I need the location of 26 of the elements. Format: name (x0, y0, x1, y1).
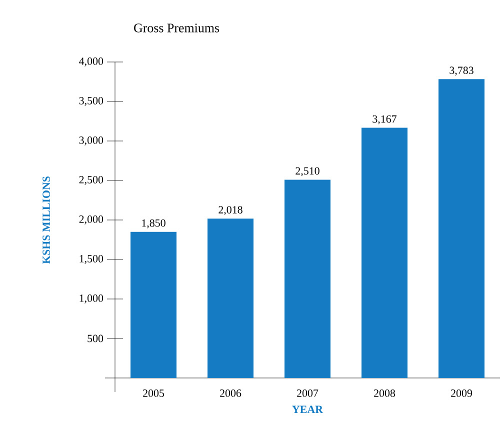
data-label: 3,783 (450, 66, 474, 76)
y-tick-label: 3,000 (79, 136, 104, 146)
x-tick-label: 2006 (220, 390, 242, 397)
bar (362, 128, 408, 378)
y-tick-label: 3,500 (79, 97, 104, 106)
data-label: 3,167 (372, 115, 397, 124)
x-tick-label: 2008 (374, 390, 396, 397)
y-tick-label: 2,000 (79, 216, 104, 224)
y-tick-label: 500 (88, 334, 104, 342)
bar (438, 79, 484, 378)
bar (208, 218, 254, 378)
x-tick-label: 2005 (143, 390, 164, 397)
y-tick-label: 1,500 (80, 255, 104, 264)
y-tick-label: 2,500 (79, 176, 104, 185)
y-axis-title: KSHS MILLIONS (42, 176, 50, 264)
bar (130, 232, 177, 378)
chart-title: Gross Premiums (134, 24, 220, 32)
y-tick-label: 1,000 (80, 294, 104, 304)
x-axis-title: YEAR (292, 406, 324, 413)
bar (284, 180, 331, 378)
x-tick-label: 2009 (451, 390, 472, 397)
y-tick-label: 4,000 (79, 58, 104, 66)
x-tick-label: 2007 (297, 390, 318, 397)
data-label: 1,850 (142, 219, 166, 228)
data-label: 2,510 (296, 167, 320, 176)
data-label: 2,018 (218, 206, 242, 216)
